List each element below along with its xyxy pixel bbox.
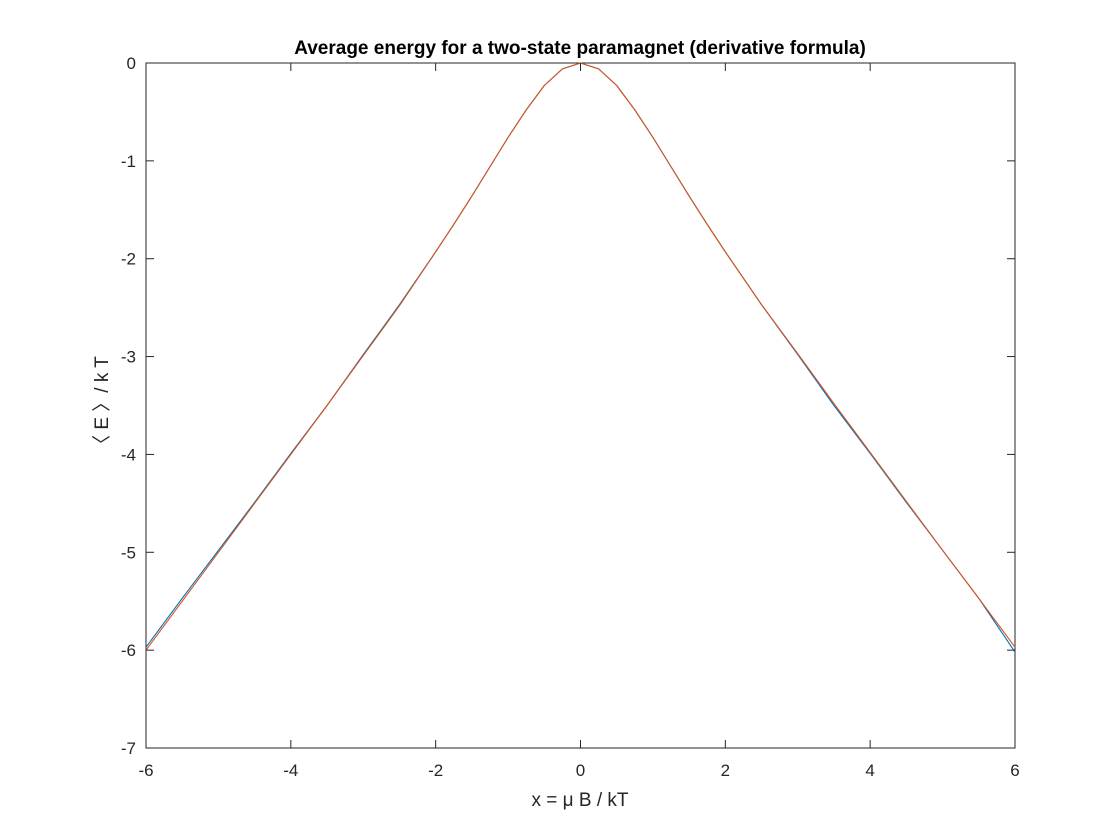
x-tick-label: 4 bbox=[865, 761, 874, 780]
x-axis-label: x = μ B / kT bbox=[532, 790, 629, 811]
x-tick-label: -6 bbox=[138, 761, 153, 780]
axes-box bbox=[145, 62, 1016, 749]
chart-title: Average energy for a two-state paramagne… bbox=[294, 38, 866, 59]
y-tick-label: -5 bbox=[121, 543, 136, 562]
x-tick-label: 2 bbox=[721, 761, 730, 780]
x-tick-label: -4 bbox=[283, 761, 298, 780]
y-tick-label: -7 bbox=[121, 739, 136, 758]
y-tick-label: -3 bbox=[121, 348, 136, 367]
x-tick-label: 6 bbox=[1010, 761, 1019, 780]
y-tick-label: -6 bbox=[121, 641, 136, 660]
x-tick-label: -2 bbox=[428, 761, 443, 780]
y-tick-label: 0 bbox=[127, 54, 136, 73]
y-axis-label: 〈 E 〉/ k T bbox=[91, 356, 113, 454]
x-ticks: -6 -4 -2 0 2 4 6 bbox=[138, 63, 1020, 780]
y-tick-label: -1 bbox=[121, 152, 136, 171]
y-tick-label: -4 bbox=[121, 445, 136, 464]
plot-area: -6 -4 -2 0 2 4 6 0-1-2-3-4-5-6-7 bbox=[121, 54, 1020, 780]
y-ticks: 0 -1 -2 -3 -4 -5 -6 -7 bbox=[121, 54, 1015, 758]
y-tick-label: -2 bbox=[121, 250, 136, 269]
x-tick-label: 0 bbox=[576, 761, 585, 780]
